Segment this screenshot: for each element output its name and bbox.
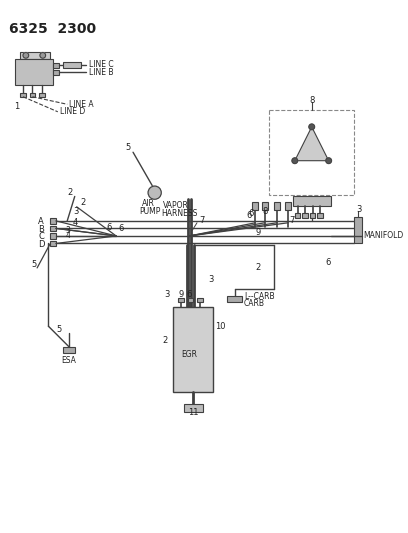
Text: 3: 3 (164, 290, 169, 298)
Text: 6: 6 (249, 209, 254, 218)
Text: 2: 2 (80, 198, 86, 207)
Bar (269, 110, 354, 195)
Text: 6: 6 (246, 211, 251, 220)
Text: 6: 6 (107, 223, 112, 232)
Text: MANIFOLD: MANIFOLD (364, 231, 404, 240)
Text: 3: 3 (73, 207, 78, 216)
Text: 9: 9 (255, 228, 261, 237)
Text: VAPOR: VAPOR (163, 201, 189, 211)
Bar (50, 218, 56, 224)
Text: 1: 1 (13, 102, 19, 111)
Text: 7: 7 (199, 216, 204, 225)
Bar (188, 298, 193, 302)
Bar (30, 93, 35, 97)
Circle shape (326, 158, 331, 164)
Text: 7: 7 (289, 216, 295, 225)
Bar (62, 62, 81, 68)
Bar (50, 225, 56, 231)
Text: 2: 2 (67, 188, 73, 197)
Bar (16, 59, 53, 85)
Bar (274, 202, 280, 209)
Bar (310, 213, 315, 218)
Text: 4: 4 (73, 219, 78, 227)
Text: 2: 2 (162, 336, 167, 345)
Circle shape (148, 186, 161, 199)
Bar (293, 197, 330, 206)
Bar (64, 347, 75, 352)
Circle shape (309, 124, 315, 130)
Text: 8: 8 (309, 96, 314, 105)
Bar (295, 213, 300, 218)
Bar (262, 202, 268, 209)
Bar (286, 202, 291, 209)
Text: 6325  2300: 6325 2300 (9, 22, 96, 36)
Bar (197, 298, 203, 302)
Circle shape (292, 158, 297, 164)
Text: 3: 3 (65, 226, 70, 235)
Bar (178, 298, 184, 302)
Text: 9: 9 (178, 290, 184, 298)
Bar (50, 240, 56, 246)
Text: 11: 11 (188, 408, 198, 417)
Text: LINE D: LINE D (60, 107, 85, 116)
Text: AIR: AIR (142, 199, 154, 208)
Bar (227, 296, 242, 302)
Text: C: C (38, 232, 44, 241)
Text: LINE C: LINE C (89, 60, 113, 69)
Bar (184, 404, 203, 412)
Text: 5: 5 (56, 326, 61, 335)
Text: 5: 5 (31, 260, 37, 269)
Bar (50, 233, 56, 239)
Text: A: A (38, 217, 44, 227)
Bar (173, 308, 213, 392)
Bar (302, 213, 308, 218)
Text: L--CARB: L--CARB (244, 292, 275, 301)
Text: 8: 8 (262, 207, 267, 216)
Bar (39, 93, 44, 97)
Text: PUMP: PUMP (140, 207, 161, 216)
Polygon shape (295, 127, 329, 161)
Text: CARB: CARB (244, 299, 265, 308)
Bar (20, 52, 50, 59)
Text: ESA: ESA (62, 356, 76, 365)
Circle shape (23, 53, 29, 58)
Text: 6: 6 (186, 290, 192, 298)
Bar (317, 213, 323, 218)
Text: 10: 10 (215, 322, 225, 330)
Text: 6: 6 (118, 224, 123, 233)
Text: LINE B: LINE B (89, 68, 113, 77)
Text: 4: 4 (65, 231, 70, 240)
Text: LINE A: LINE A (69, 100, 94, 109)
Text: 5: 5 (126, 143, 131, 152)
Text: D: D (38, 240, 44, 249)
Bar (53, 70, 59, 75)
Bar (253, 202, 258, 209)
Text: HARNESS: HARNESS (161, 209, 197, 218)
Bar (354, 217, 361, 244)
Text: 6: 6 (326, 258, 331, 267)
Text: 3: 3 (356, 205, 361, 214)
Text: 3: 3 (208, 274, 214, 284)
Text: B: B (38, 225, 44, 234)
Text: 2: 2 (255, 263, 261, 272)
Bar (53, 63, 59, 68)
Text: EGR: EGR (181, 350, 197, 359)
Bar (20, 93, 26, 97)
Circle shape (40, 53, 46, 58)
